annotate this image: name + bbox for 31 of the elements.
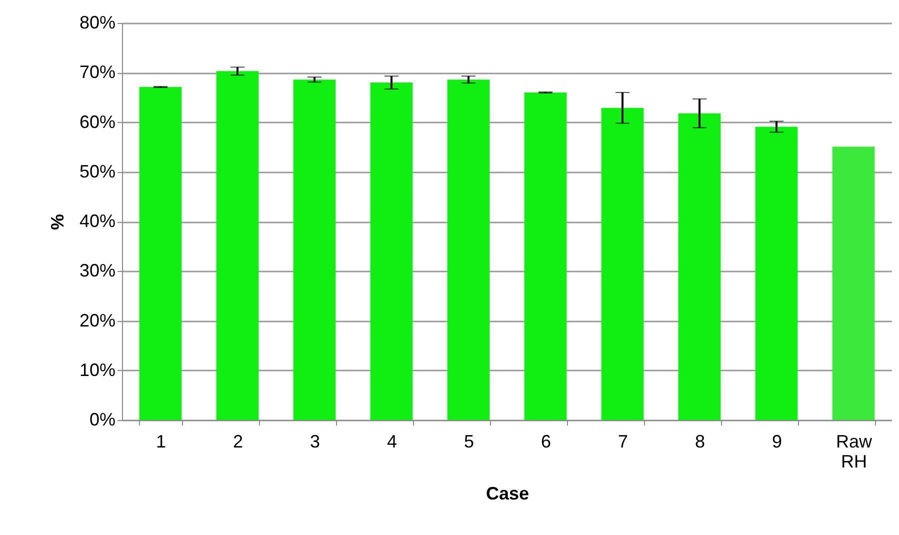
x-tick-label: 6 xyxy=(540,432,552,452)
x-tick-label: 5 xyxy=(464,432,474,452)
bar xyxy=(447,80,490,420)
bar xyxy=(524,92,567,420)
x-tick-label: 1 xyxy=(156,432,166,452)
x-tick-label: Raw RH xyxy=(836,432,873,472)
bar xyxy=(832,146,875,420)
bar xyxy=(678,113,721,420)
x-tick-label: 3 xyxy=(310,432,320,452)
y-tick-label: 30% xyxy=(79,260,116,281)
y-tick-label: 60% xyxy=(79,112,116,132)
y-tick-label: 20% xyxy=(79,310,116,330)
bar xyxy=(216,71,259,420)
y-tick-label: 40% xyxy=(79,211,116,231)
y-tick-label: 10% xyxy=(79,360,116,380)
x-tick-label: 7 xyxy=(618,432,628,452)
y-axis-title: % xyxy=(47,214,68,230)
x-tick-label: 8 xyxy=(694,432,706,452)
y-tick-label: 50% xyxy=(79,161,116,182)
y-tick-label: 80% xyxy=(79,12,116,32)
x-tick-label: 4 xyxy=(386,432,398,452)
x-axis-title: Case xyxy=(486,484,530,504)
bar xyxy=(601,108,644,420)
bar xyxy=(755,126,798,420)
y-tick-label: 70% xyxy=(79,62,116,82)
bar xyxy=(370,82,413,420)
bar xyxy=(293,80,336,420)
x-tick-label: 9 xyxy=(772,432,782,452)
bar xyxy=(139,87,182,420)
y-tick-label: 0% xyxy=(89,410,116,430)
x-tick-label: 2 xyxy=(232,432,244,452)
